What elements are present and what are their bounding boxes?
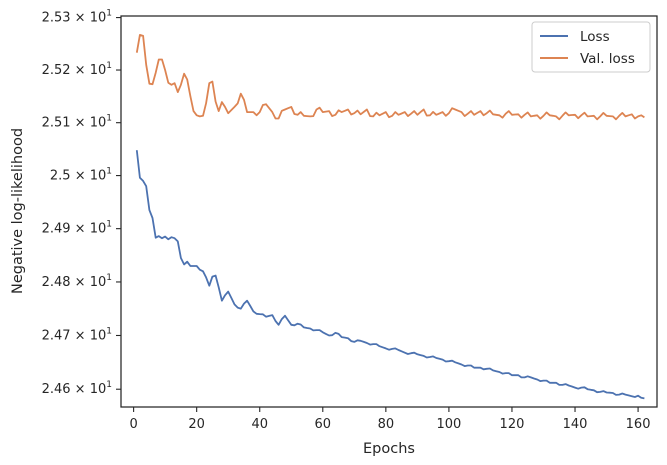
x-axis-ticks: 0 20 40 60 80 100 120 140 160	[129, 407, 650, 432]
y-tick-label: 2.53 × 101	[42, 9, 112, 26]
series-layer	[135, 34, 645, 400]
y-tick-label: 2.52 × 101	[42, 61, 112, 78]
legend-label-val-loss: Val. loss	[580, 51, 635, 67]
x-tick-label: 60	[315, 417, 332, 432]
series-line-val-loss	[135, 34, 645, 121]
x-tick-label: 40	[251, 417, 268, 432]
legend-label-loss: Loss	[580, 29, 610, 45]
plot-frame	[120, 15, 658, 408]
plot-area	[121, 16, 657, 407]
x-tick-label: 160	[626, 417, 651, 432]
legend: Loss Val. loss	[531, 21, 651, 73]
x-tick-label: 120	[500, 417, 525, 432]
y-tick-label: 2.51 × 101	[42, 114, 112, 131]
y-tick-label: 2.5 × 101	[50, 167, 112, 184]
x-tick-label: 140	[563, 417, 588, 432]
legend-box	[531, 21, 651, 73]
y-tick-label: 2.46 × 101	[42, 380, 112, 397]
series-line-loss	[135, 150, 645, 400]
y-tick-label: 2.48 × 101	[42, 273, 112, 290]
x-tick-label: 100	[436, 417, 461, 432]
y-axis-ticks: 2.46 × 101 2.47 × 101 2.48 × 101 2.49 × 101…	[42, 9, 121, 397]
x-axis-label: Epochs	[363, 441, 415, 457]
x-tick-label: 20	[188, 417, 205, 432]
y-tick-label: 2.49 × 101	[42, 220, 112, 237]
x-tick-label: 0	[129, 417, 137, 432]
y-axis-label: Negative log-likelihood	[10, 128, 26, 294]
x-tick-label: 80	[378, 417, 395, 432]
y-tick-label: 2.47 × 101	[42, 326, 112, 343]
